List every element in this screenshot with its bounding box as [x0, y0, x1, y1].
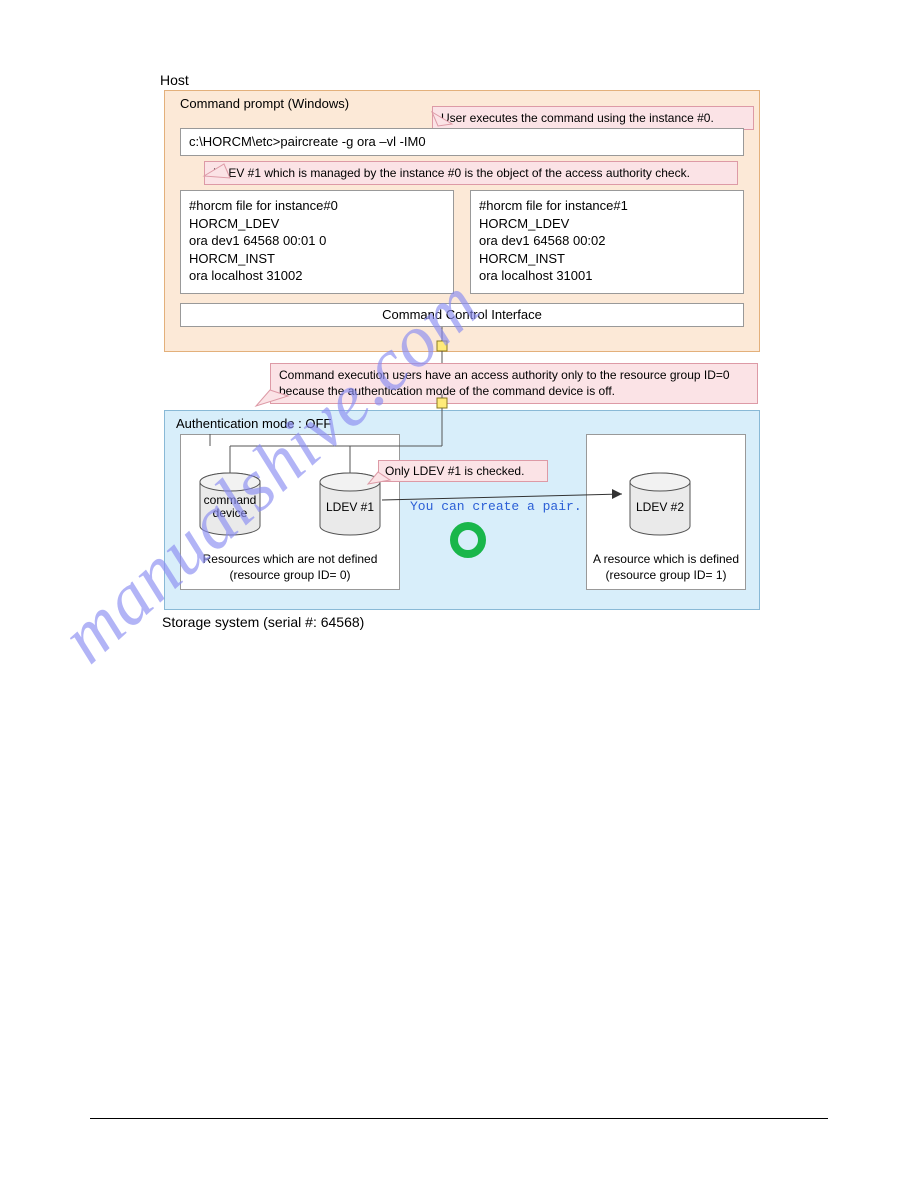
- callout-access: Command execution users have an access a…: [270, 363, 758, 404]
- horcm1-l2: HORCM_LDEV: [479, 215, 735, 233]
- prompt-title: Command prompt (Windows): [180, 96, 349, 111]
- horcm1-l4: HORCM_INST: [479, 250, 735, 268]
- cyl-command-device-label: commanddevice: [200, 494, 260, 520]
- cci-box: Command Control Interface: [180, 303, 744, 327]
- horcm0-l4: HORCM_INST: [189, 250, 445, 268]
- pair-text: You can create a pair.: [410, 499, 582, 514]
- horcm0-l3: ora dev1 64568 00:01 0: [189, 232, 445, 250]
- auth-mode-label: Authentication mode : OFF: [176, 416, 331, 431]
- storage-system-label: Storage system (serial #: 64568): [162, 614, 364, 630]
- callout-only-checked: Only LDEV #1 is checked.: [378, 460, 548, 482]
- host-label: Host: [160, 72, 189, 88]
- horcm1-l1: #horcm file for instance#1: [479, 197, 735, 215]
- horcm1-l5: ora localhost 31001: [479, 267, 735, 285]
- cyl-ldev2-label: LDEV #2: [630, 500, 690, 514]
- success-ring-icon: [450, 522, 486, 558]
- horcm0-l2: HORCM_LDEV: [189, 215, 445, 233]
- horcm0-l5: ora localhost 31002: [189, 267, 445, 285]
- footer-divider: [90, 1118, 828, 1119]
- horcm1-box: #horcm file for instance#1 HORCM_LDEV or…: [470, 190, 744, 294]
- horcm0-l1: #horcm file for instance#0: [189, 197, 445, 215]
- group0-caption: Resources which are not defined (resourc…: [180, 552, 400, 583]
- group1-caption: A resource which is defined (resource gr…: [586, 552, 746, 583]
- callout-user-exec: User executes the command using the inst…: [432, 106, 754, 130]
- horcm1-l3: ora dev1 64568 00:02: [479, 232, 735, 250]
- command-box: c:\HORCM\etc>paircreate -g ora –vl -IM0: [180, 128, 744, 156]
- horcm0-box: #horcm file for instance#0 HORCM_LDEV or…: [180, 190, 454, 294]
- callout-ldev1-check: LDEV #1 which is managed by the instance…: [204, 161, 738, 185]
- cyl-ldev1-label: LDEV #1: [320, 500, 380, 514]
- page: Host Command prompt (Windows) User execu…: [0, 0, 918, 1188]
